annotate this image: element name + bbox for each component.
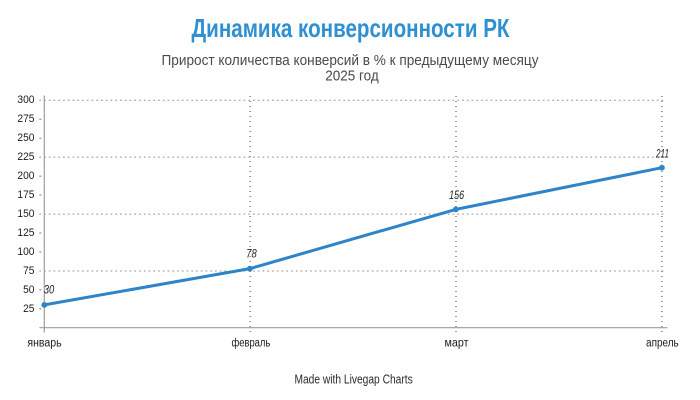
svg-text:78: 78 xyxy=(246,247,257,261)
svg-text:275: 275 xyxy=(17,113,34,125)
svg-text:февраль: февраль xyxy=(231,338,270,350)
svg-text:211: 211 xyxy=(655,146,669,160)
svg-text:300: 300 xyxy=(17,94,34,106)
svg-text:150: 150 xyxy=(17,208,34,220)
svg-text:Динамика конверсионности РК: Динамика конверсионности РК xyxy=(192,15,510,43)
svg-text:156: 156 xyxy=(449,188,464,202)
svg-text:апрель: апрель xyxy=(646,338,679,350)
svg-text:125: 125 xyxy=(17,227,34,239)
svg-text:25: 25 xyxy=(23,303,34,315)
svg-text:март: март xyxy=(445,338,470,350)
svg-text:Made with Livegap Charts: Made with Livegap Charts xyxy=(294,373,412,387)
svg-text:250: 250 xyxy=(17,132,34,144)
svg-text:Прирост количества конверсий в: Прирост количества конверсий в % к преды… xyxy=(162,52,539,69)
svg-text:50: 50 xyxy=(23,284,34,296)
svg-text:200: 200 xyxy=(17,170,34,182)
svg-text:225: 225 xyxy=(17,151,34,163)
svg-text:январь: январь xyxy=(27,338,61,350)
svg-text:2025 год: 2025 год xyxy=(325,68,379,85)
svg-text:75: 75 xyxy=(23,265,34,277)
svg-text:175: 175 xyxy=(17,189,34,201)
svg-text:30: 30 xyxy=(44,283,55,297)
svg-text:100: 100 xyxy=(17,246,34,258)
